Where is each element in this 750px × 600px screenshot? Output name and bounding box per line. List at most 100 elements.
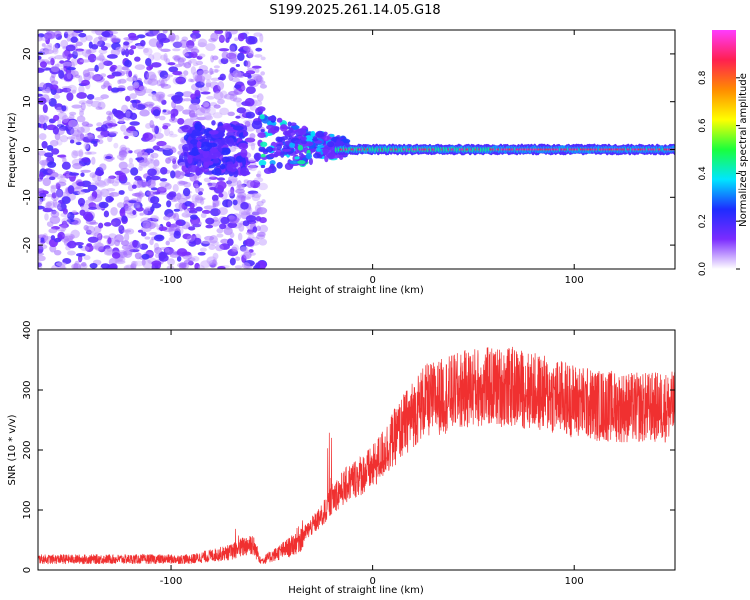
spectrogram-cell (111, 221, 116, 226)
spectrogram-cell (71, 210, 78, 214)
spectrogram-cell (65, 44, 76, 52)
spectrogram-cell (265, 132, 273, 136)
spectrogram-cell (160, 167, 168, 175)
spectrogram-cell (252, 94, 259, 98)
spectrogram-cell (259, 33, 264, 43)
spectrogram-cell (159, 178, 168, 182)
spectrogram-cell (290, 122, 297, 127)
spectrogram-cell (189, 103, 200, 111)
colorbar-tick-label: 0.2 (698, 214, 708, 228)
spectrogram-cell (121, 66, 130, 71)
spectrogram-cell (158, 93, 165, 102)
spectrogram-cell (43, 49, 54, 55)
spectrogram-cell (113, 142, 119, 149)
spectrogram-cell (70, 36, 78, 43)
spectrogram-cell (172, 161, 178, 170)
spectrogram-cell (210, 32, 219, 42)
spectrogram-cell (55, 189, 63, 198)
spectrogram-cell (61, 87, 72, 93)
spectrogram-cell (83, 255, 91, 261)
spectrogram-cell (124, 147, 131, 154)
spectrogram-cell (67, 240, 77, 249)
spectrogram-cell (210, 55, 215, 63)
spectrogram-cell (128, 150, 133, 154)
spectrogram-cell (167, 110, 174, 115)
spectrogram-cell (194, 194, 204, 204)
spectrogram-cell (193, 237, 202, 245)
spectrogram-cell (220, 238, 230, 244)
spectrogram-cell (103, 245, 111, 250)
spectrogram-cell (66, 72, 72, 80)
spectrogram-cell (132, 73, 138, 82)
spectrogram-cell (256, 200, 264, 207)
spectrogram-heatmap (38, 30, 675, 269)
spectrogram-cell (304, 135, 314, 144)
spectrogram-cell (139, 212, 144, 216)
spectrogram-cell (226, 131, 235, 137)
spectrogram-cell (81, 79, 90, 86)
spectrogram-cell (121, 215, 128, 223)
spectrogram-cell (241, 249, 252, 253)
spectrogram-cell (43, 115, 50, 121)
spectrogram-cell (140, 217, 152, 224)
spectrogram-cell (154, 246, 162, 254)
spectrogram-cell (188, 226, 196, 231)
spectrogram-cell (75, 41, 83, 47)
spectrogram-y-axis-label: Frequency (Hz) (7, 112, 18, 188)
spectrogram-cell (204, 235, 215, 241)
spectrogram-cell (228, 90, 239, 96)
spectrogram-cell (55, 181, 67, 187)
spectrogram-cell (97, 40, 106, 47)
spectrogram-cell (131, 184, 137, 189)
spectrogram-cell (205, 82, 212, 88)
spectrogram-cell (245, 215, 257, 223)
spectrogram-cell (87, 151, 97, 155)
spectrogram-cell (187, 154, 193, 164)
spectrogram-cell (260, 164, 266, 169)
spectrogram-cell (138, 85, 148, 91)
spectrogram-cell (162, 109, 167, 113)
spectrogram-cell (162, 30, 168, 34)
spectrogram-cell (118, 161, 128, 170)
spectrogram-cell (133, 149, 145, 155)
spectrogram-cell (244, 137, 256, 143)
snr-panel: -100 0 100 0 100 200 300 400 Height of straigh… (7, 320, 676, 596)
spectrogram-cell (93, 242, 105, 250)
spectrogram-cell (119, 208, 126, 217)
spectrogram-cell (143, 151, 149, 159)
spectrogram-cell (173, 196, 179, 202)
snr-y-axis-label: SNR (10 * v/v) (7, 414, 18, 485)
spectrogram-cell (158, 254, 169, 262)
spectrogram-cell (308, 157, 313, 166)
spectrogram-cell (158, 185, 167, 192)
spectrogram-cell (104, 247, 113, 255)
spectrogram-cell (190, 78, 195, 83)
spectrogram-cell (276, 161, 283, 169)
spectrogram-cell (163, 53, 168, 62)
spectrogram-cell (229, 45, 236, 53)
spectrogram-cell (227, 179, 232, 187)
spectrogram-cell (154, 125, 159, 135)
spectrogram-cell (48, 98, 57, 107)
spectrogram-cell (199, 198, 205, 205)
spectrogram-cell (259, 224, 269, 233)
spectrogram-cell (305, 152, 312, 160)
spectrogram-cell (281, 148, 292, 152)
spectrogram-cell (243, 251, 252, 260)
spectrogram-cell (38, 255, 46, 262)
spectrogram-cell (115, 46, 125, 52)
spectrogram-x-tick-label: 0 (369, 275, 375, 286)
spectrogram-cell (219, 163, 226, 170)
spectrogram-cell (217, 81, 225, 91)
spectrogram-cell (297, 128, 307, 136)
spectrogram-cell (67, 84, 77, 94)
spectrogram-cell (190, 93, 197, 100)
spectrogram-cell (329, 133, 335, 138)
spectrogram-cell (49, 75, 56, 84)
spectrogram-cell (238, 184, 246, 188)
spectrogram-cell (119, 144, 127, 153)
spectrogram-cell (241, 262, 251, 269)
spectrogram-cell (218, 193, 224, 198)
spectrogram-cell (100, 94, 109, 99)
spectrogram-cell (217, 177, 226, 181)
